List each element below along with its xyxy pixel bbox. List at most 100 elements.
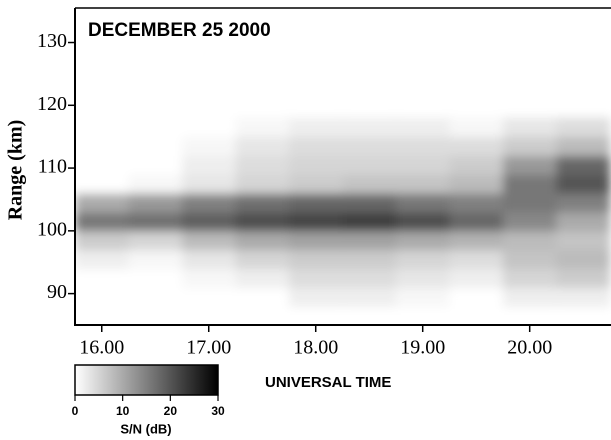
heat-cell xyxy=(556,230,611,251)
heat-cell xyxy=(288,136,343,157)
heat-cell xyxy=(181,249,236,270)
heat-cell xyxy=(75,268,129,288)
heat-cell xyxy=(288,249,343,270)
x-tick-label: 20.00 xyxy=(507,337,552,359)
heat-cell xyxy=(556,174,611,194)
heat-cell xyxy=(395,155,450,175)
heat-cell xyxy=(342,249,397,270)
heat-cell xyxy=(288,117,343,138)
heat-cell xyxy=(502,155,557,175)
heat-cell xyxy=(342,117,397,138)
heat-cell xyxy=(235,212,290,232)
heat-cell xyxy=(75,174,129,194)
heat-cell xyxy=(288,193,343,213)
heat-cell xyxy=(556,212,611,232)
heat-cell xyxy=(235,136,290,157)
heat-cell xyxy=(502,249,557,270)
heat-cell xyxy=(502,174,557,194)
x-tick-label: 17.00 xyxy=(186,337,231,359)
heat-cell xyxy=(181,230,236,251)
heat-cell xyxy=(75,249,129,270)
heat-cell xyxy=(128,268,183,288)
heat-cell xyxy=(502,212,557,232)
heat-cell xyxy=(128,193,183,213)
heat-cell xyxy=(502,193,557,213)
heat-cell xyxy=(449,268,504,288)
colorbar-tick-label: 30 xyxy=(211,404,225,418)
x-axis-label: UNIVERSAL TIME xyxy=(265,374,391,391)
heat-cell xyxy=(288,212,343,232)
heat-cell xyxy=(342,230,397,251)
heat-cell xyxy=(128,230,183,251)
heat-cell xyxy=(181,155,236,175)
heat-cell xyxy=(449,230,504,251)
heat-cell xyxy=(502,287,557,307)
heat-cell xyxy=(502,268,557,288)
heat-cell xyxy=(342,287,397,307)
heat-cell xyxy=(395,230,450,251)
colorbar xyxy=(74,364,219,396)
heat-cell xyxy=(288,230,343,251)
colorbar-tick-label: 0 xyxy=(72,404,79,418)
heat-cell xyxy=(556,193,611,213)
heat-cell xyxy=(235,193,290,213)
heat-cell xyxy=(128,155,183,175)
y-tick-label: 110 xyxy=(38,156,67,178)
heat-cell xyxy=(556,117,611,138)
heat-cell xyxy=(181,136,236,157)
y-axis-label: Range (km) xyxy=(5,120,27,221)
heat-cell xyxy=(395,212,450,232)
heat-cell xyxy=(449,136,504,157)
y-tick-label: 120 xyxy=(37,93,67,115)
heat-cell xyxy=(235,174,290,194)
heat-cell xyxy=(128,174,183,194)
heat-cell xyxy=(449,117,504,138)
y-tick-label: 100 xyxy=(37,218,67,240)
heat-cell xyxy=(128,212,183,232)
heat-cell xyxy=(342,155,397,175)
heat-cell xyxy=(502,117,557,138)
heat-cell xyxy=(75,117,129,138)
y-tick-label: 90 xyxy=(47,281,67,303)
heat-cell xyxy=(235,230,290,251)
heat-cell xyxy=(449,155,504,175)
heat-cell xyxy=(235,249,290,270)
heat-cell xyxy=(395,249,450,270)
heat-cell xyxy=(288,174,343,194)
heat-cell xyxy=(395,287,450,307)
heat-cell xyxy=(288,268,343,288)
heat-cell xyxy=(181,174,236,194)
colorbar-tick-label: 20 xyxy=(164,404,178,418)
x-tick-label: 19.00 xyxy=(400,337,445,359)
heat-cell xyxy=(449,174,504,194)
heat-cell xyxy=(342,174,397,194)
heat-cell xyxy=(181,212,236,232)
heat-cell xyxy=(556,287,611,307)
heat-cell xyxy=(128,117,183,138)
x-tick-label: 16.00 xyxy=(79,337,124,359)
heat-cell xyxy=(181,117,236,138)
heat-cell xyxy=(449,287,504,307)
heat-cell xyxy=(342,268,397,288)
heat-cell xyxy=(181,193,236,213)
heat-cell xyxy=(342,193,397,213)
y-tick-label: 130 xyxy=(37,30,67,52)
heat-cell xyxy=(75,212,129,232)
chart-title: DECEMBER 25 2000 xyxy=(88,20,271,41)
heat-cell xyxy=(75,230,129,251)
heatmap xyxy=(75,117,611,307)
heat-cell xyxy=(395,268,450,288)
colorbar-tick-label: 10 xyxy=(116,404,130,418)
heat-cell xyxy=(556,249,611,270)
heat-cell xyxy=(181,268,236,288)
heat-cell xyxy=(181,287,236,307)
heat-cell xyxy=(128,249,183,270)
heat-cell xyxy=(449,212,504,232)
heat-cell xyxy=(128,136,183,157)
heat-cell xyxy=(235,268,290,288)
heat-cell xyxy=(395,174,450,194)
heat-cell xyxy=(235,117,290,138)
heat-cell xyxy=(235,155,290,175)
heat-cell xyxy=(449,249,504,270)
heat-cell xyxy=(395,117,450,138)
